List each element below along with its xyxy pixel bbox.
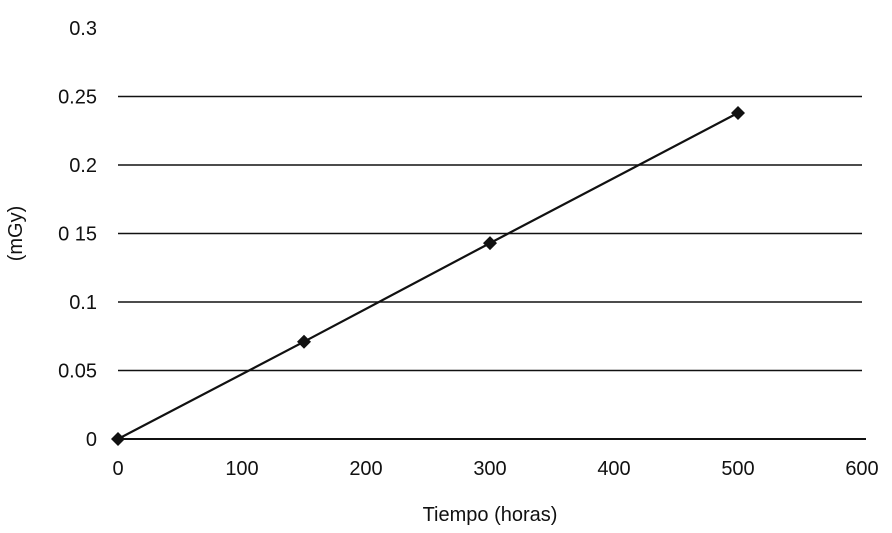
- y-tick-label-2: 0.1: [69, 292, 97, 314]
- y-tick-label-4: 0.2: [69, 155, 97, 177]
- data-series: [111, 105, 745, 446]
- y-axis-title: (mGy): [5, 206, 27, 262]
- y-tick-label-3: 0 15: [58, 224, 97, 246]
- series-line-0: [117, 111, 739, 440]
- x-tick-label-4: 400: [597, 458, 630, 480]
- data-point-0-1: [297, 334, 311, 349]
- x-axis-title: Tiempo (horas): [423, 504, 558, 526]
- y-tick-label-6: 0.3: [69, 18, 97, 40]
- x-tick-label-3: 300: [473, 458, 506, 480]
- data-point-0-0: [111, 432, 125, 446]
- x-tick-label-5: 500: [721, 458, 754, 480]
- y-tick-label-1: 0.05: [58, 361, 97, 383]
- x-tick-label-1: 100: [225, 458, 258, 480]
- tick-labels: 0 0.05 0.1 0 15 0.2 0.25 0.3 0 100 200 300 400 500 60…: [58, 18, 879, 480]
- data-point-0-2: [483, 236, 497, 251]
- x-tick-label-2: 200: [349, 458, 382, 480]
- x-tick-label-0: 0: [112, 458, 123, 480]
- data-point-0-3: [731, 105, 745, 120]
- y-tick-label-0: 0: [86, 429, 97, 451]
- x-tick-label-6: 600: [845, 458, 878, 480]
- y-tick-label-5: 0.25: [58, 87, 97, 109]
- gridlines: [118, 95, 862, 372]
